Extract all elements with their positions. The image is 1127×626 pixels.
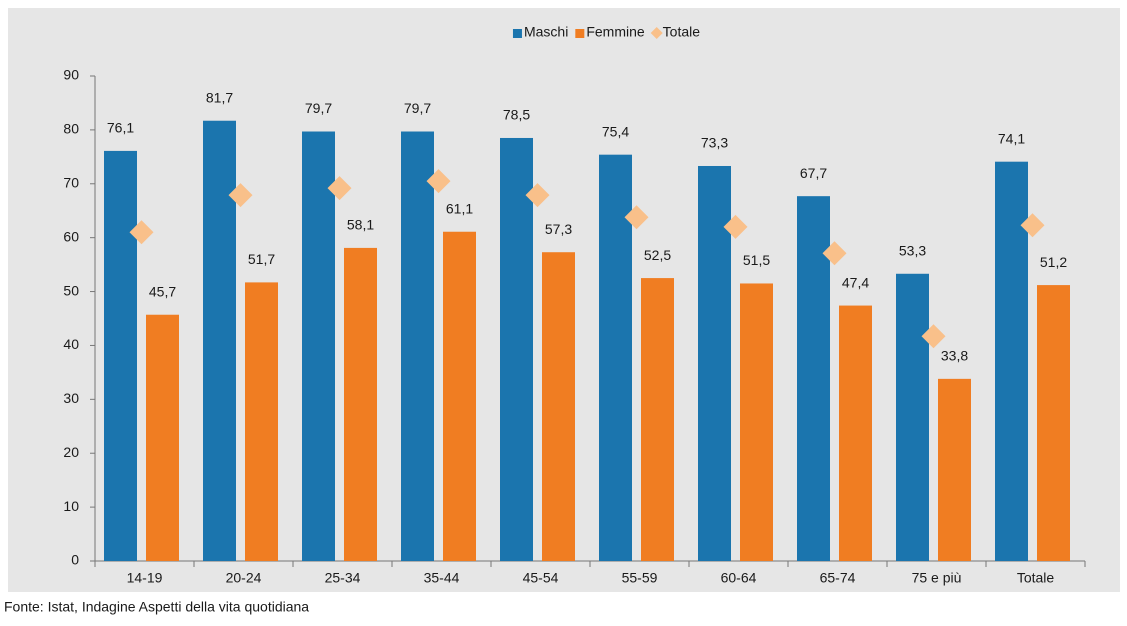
y-tick-label: 40 bbox=[63, 336, 79, 352]
bar bbox=[698, 165, 731, 561]
bar bbox=[1037, 285, 1070, 561]
bar bbox=[104, 150, 137, 561]
legend-label: Totale bbox=[663, 24, 701, 40]
marker bbox=[822, 241, 847, 266]
marker bbox=[921, 324, 946, 349]
marker bbox=[1020, 213, 1045, 238]
marker bbox=[129, 220, 154, 245]
bar bbox=[995, 161, 1028, 561]
bar bbox=[641, 278, 674, 561]
data-label: 52,5 bbox=[644, 247, 671, 263]
x-tick-label: 35-44 bbox=[424, 570, 460, 586]
bar bbox=[839, 305, 872, 561]
x-tick-label: 55-59 bbox=[622, 570, 658, 586]
data-label: 45,7 bbox=[149, 283, 176, 299]
data-label: 33,8 bbox=[941, 348, 968, 364]
source-note: Fonte: Istat, Indagine Aspetti della vit… bbox=[4, 599, 309, 615]
y-tick-label: 20 bbox=[63, 444, 79, 460]
legend-swatch bbox=[575, 29, 585, 38]
bar bbox=[542, 252, 575, 561]
x-tick-label: 60-64 bbox=[721, 570, 757, 586]
y-tick-label: 90 bbox=[63, 67, 79, 83]
x-tick-label: 65-74 bbox=[820, 570, 856, 586]
data-label: 57,3 bbox=[545, 221, 572, 237]
bar bbox=[401, 131, 434, 561]
x-tick-label: 14-19 bbox=[127, 570, 163, 586]
data-label: 73,3 bbox=[701, 135, 728, 151]
data-label: 74,1 bbox=[998, 130, 1025, 146]
y-tick-label: 50 bbox=[63, 282, 79, 298]
data-label: 75,4 bbox=[602, 123, 629, 139]
bar bbox=[245, 282, 278, 561]
x-tick-label: 20-24 bbox=[226, 570, 262, 586]
y-tick-label: 70 bbox=[63, 174, 79, 190]
x-tick-label: 75 e più bbox=[912, 570, 962, 586]
bar bbox=[938, 378, 971, 561]
y-tick-label: 10 bbox=[63, 498, 79, 514]
y-tick-label: 80 bbox=[63, 121, 79, 137]
marker bbox=[525, 183, 550, 208]
marker bbox=[426, 169, 451, 194]
legend-label: Maschi bbox=[524, 24, 568, 40]
data-label: 61,1 bbox=[446, 200, 473, 216]
x-tick-label: 25-34 bbox=[325, 570, 361, 586]
bar bbox=[797, 196, 830, 561]
legend-swatch bbox=[650, 27, 663, 39]
bar bbox=[500, 137, 533, 561]
bar bbox=[146, 314, 179, 561]
marker bbox=[723, 214, 748, 239]
data-label: 81,7 bbox=[206, 89, 233, 105]
bar bbox=[203, 120, 236, 561]
data-label: 79,7 bbox=[404, 100, 431, 116]
data-label: 78,5 bbox=[503, 107, 530, 123]
x-tick-label: 45-54 bbox=[523, 570, 559, 586]
marker bbox=[624, 205, 649, 230]
y-tick-label: 60 bbox=[63, 228, 79, 244]
data-label: 51,2 bbox=[1040, 254, 1067, 270]
bar bbox=[599, 154, 632, 561]
bar bbox=[443, 231, 476, 561]
data-label: 47,4 bbox=[842, 274, 869, 290]
data-label: 76,1 bbox=[107, 120, 134, 136]
legend-label: Femmine bbox=[586, 24, 645, 40]
legend-swatch bbox=[512, 29, 522, 38]
y-tick-label: 30 bbox=[63, 390, 79, 406]
bar bbox=[896, 273, 929, 561]
bar bbox=[302, 131, 335, 561]
bar bbox=[740, 283, 773, 561]
marker bbox=[327, 176, 352, 201]
data-label: 67,7 bbox=[800, 165, 827, 181]
data-label: 58,1 bbox=[347, 217, 374, 233]
data-label: 79,7 bbox=[305, 100, 332, 116]
x-tick-label: Totale bbox=[1017, 570, 1055, 586]
bar bbox=[344, 247, 377, 561]
data-label: 53,3 bbox=[899, 242, 926, 258]
y-tick-label: 0 bbox=[71, 552, 79, 568]
data-label: 51,5 bbox=[743, 252, 770, 268]
marker bbox=[228, 183, 253, 208]
data-label: 51,7 bbox=[248, 251, 275, 267]
